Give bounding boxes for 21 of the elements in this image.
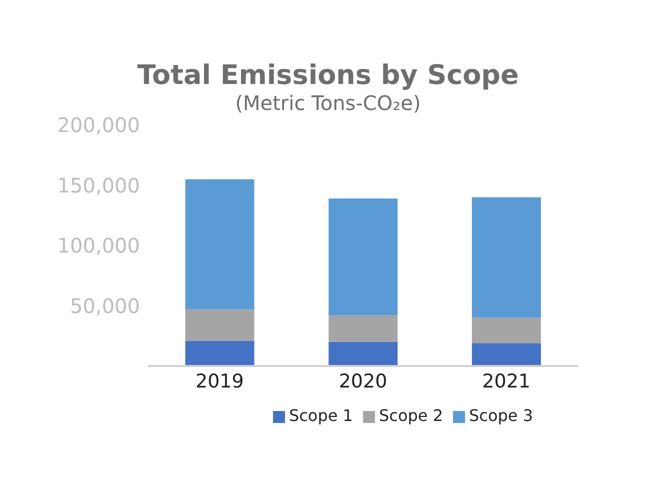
legend-label: Scope 1 xyxy=(288,406,353,425)
x-tick-label: 2020 xyxy=(338,370,388,392)
y-tick-label: 200,000 xyxy=(57,113,140,138)
bar xyxy=(185,340,254,366)
bar xyxy=(472,197,541,318)
bar xyxy=(328,342,398,366)
bar xyxy=(185,179,254,310)
x-tick-label: 2021 xyxy=(482,370,531,392)
y-tick-label: 100,000 xyxy=(57,234,140,258)
y-tick-label: 50,000 xyxy=(70,294,140,318)
chart-subtitle: (Metric Tons-CO₂e) xyxy=(234,91,422,115)
bar xyxy=(185,309,254,341)
y-tick-label: 150,000 xyxy=(57,173,140,198)
bar xyxy=(328,315,398,342)
bar xyxy=(472,318,541,344)
x-tick-label: 2019 xyxy=(195,370,244,392)
chart-title: Total Emissions by Scope xyxy=(136,60,520,91)
bar xyxy=(328,198,398,316)
legend-label: Scope 3 xyxy=(469,406,534,425)
legend-label: Scope 2 xyxy=(378,406,443,425)
bar xyxy=(472,343,541,366)
